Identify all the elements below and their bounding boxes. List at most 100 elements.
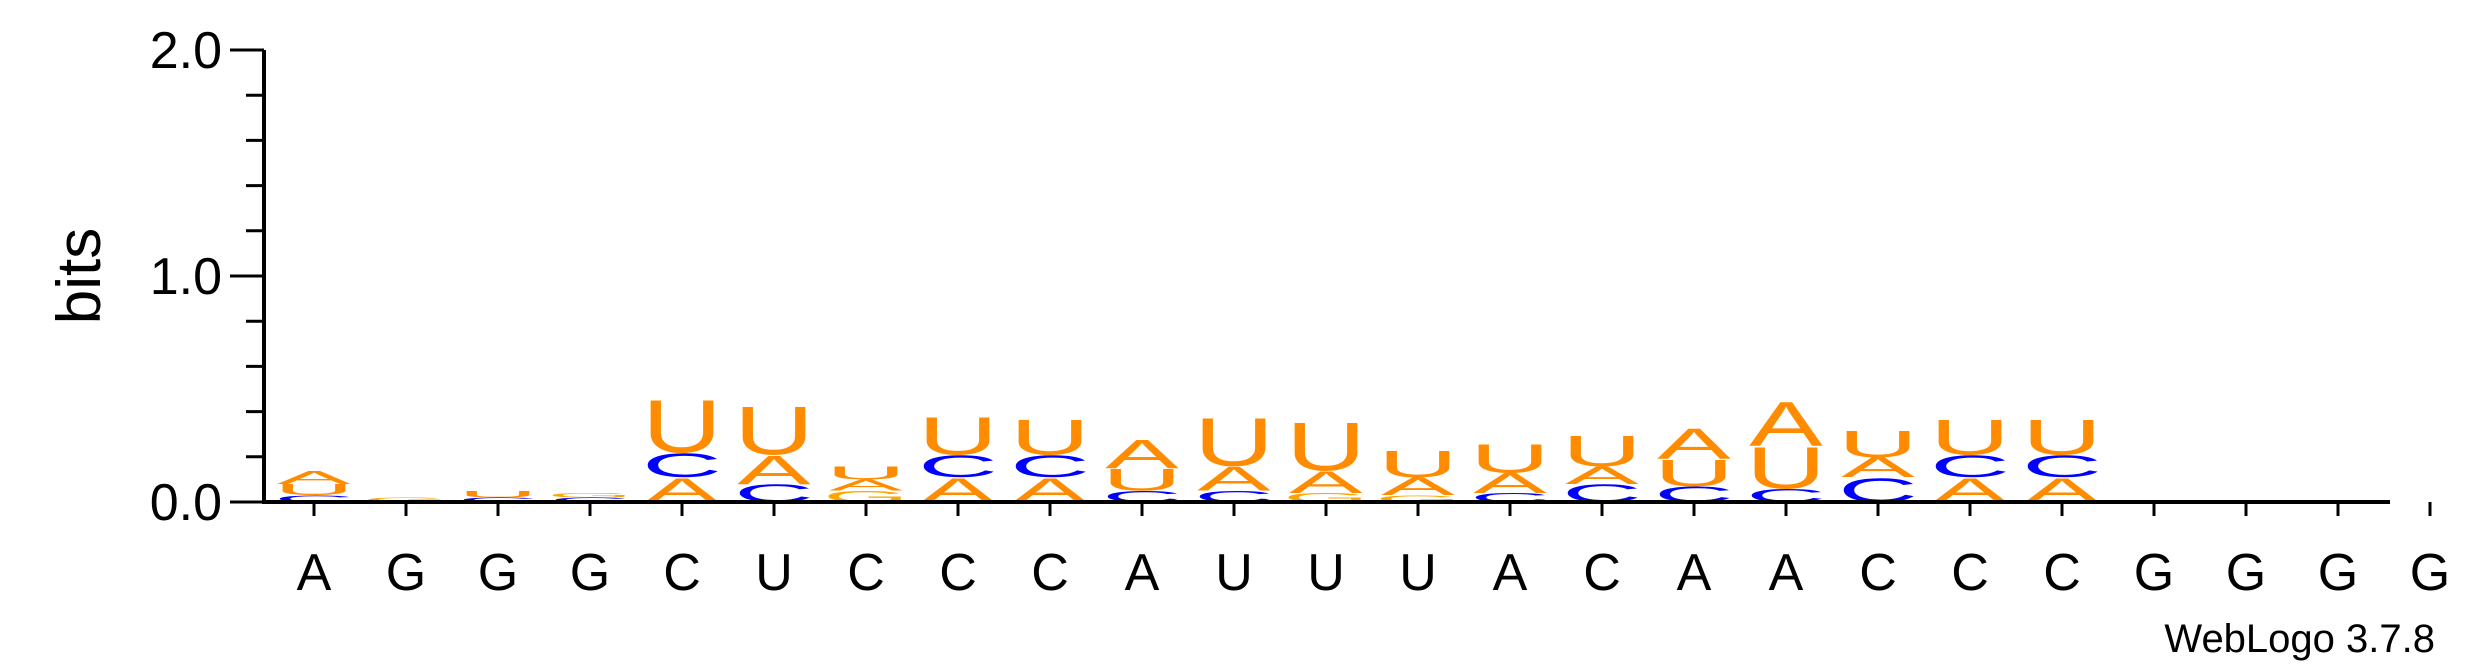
credit-label: WebLogo 3.7.8 bbox=[2164, 617, 2435, 661]
glyph-U-pos-16: U bbox=[1654, 452, 1734, 494]
glyph-C-pos-5: C bbox=[642, 446, 722, 484]
x-tick-label: A bbox=[1493, 544, 1528, 602]
x-tick-label: C bbox=[1951, 544, 1989, 602]
svg-text:C: C bbox=[274, 493, 354, 504]
x-tick-label: U bbox=[1399, 544, 1437, 602]
x-tick-label: A bbox=[1125, 544, 1160, 602]
svg-text:U: U bbox=[1470, 436, 1550, 482]
glyph-A-pos-7: A bbox=[829, 477, 903, 495]
x-tick-label: U bbox=[755, 544, 793, 602]
svg-text:C: C bbox=[550, 496, 630, 503]
svg-text:G: G bbox=[1375, 493, 1461, 504]
x-tick-label: G bbox=[386, 544, 426, 602]
glyph-U-pos-20: U bbox=[2022, 409, 2102, 465]
x-tick-label: G bbox=[570, 544, 610, 602]
glyph-C-pos-3: C bbox=[458, 496, 538, 503]
svg-text:U: U bbox=[1838, 423, 1918, 465]
x-tick-label: C bbox=[2043, 544, 2081, 602]
svg-text:U: U bbox=[274, 481, 354, 499]
y-tick-label: 1.0 bbox=[150, 248, 222, 306]
x-tick-label: C bbox=[1031, 544, 1069, 602]
glyph-A-pos-15: A bbox=[1565, 461, 1639, 489]
glyph-A-pos-17: A bbox=[1749, 390, 1823, 460]
glyph-U-pos-18: U bbox=[1838, 423, 1918, 465]
glyph-U-pos-5: U bbox=[642, 385, 722, 469]
glyph-U-pos-6: U bbox=[734, 392, 814, 469]
y-tick-label: 2.0 bbox=[150, 22, 222, 80]
svg-text:U: U bbox=[1746, 435, 1826, 502]
glyph-C-pos-4: C bbox=[550, 496, 630, 503]
svg-text:G: G bbox=[363, 496, 449, 503]
glyph-G-pos-4: G bbox=[547, 492, 633, 499]
x-tick-label: G bbox=[2226, 544, 2266, 602]
x-tick-label: C bbox=[663, 544, 701, 602]
svg-text:G: G bbox=[547, 492, 633, 499]
x-tick-label: C bbox=[1583, 544, 1621, 602]
svg-text:U: U bbox=[826, 462, 906, 483]
svg-text:C: C bbox=[1930, 449, 2010, 484]
x-tick-label: G bbox=[2410, 544, 2450, 602]
svg-text:U: U bbox=[1654, 452, 1734, 494]
glyph-G-pos-13: G bbox=[1375, 493, 1461, 504]
svg-text:U: U bbox=[1102, 463, 1182, 498]
glyph-U-pos-13: U bbox=[1378, 443, 1458, 485]
svg-text:A: A bbox=[1473, 468, 1547, 500]
glyph-C-pos-1: C bbox=[274, 493, 354, 504]
glyph-U-pos-1: U bbox=[274, 481, 354, 499]
x-tick-label: G bbox=[478, 544, 518, 602]
glyph-C-pos-20: C bbox=[2022, 449, 2102, 484]
glyph-G-pos-2: G bbox=[363, 496, 449, 503]
svg-text:A: A bbox=[277, 467, 351, 488]
x-tick-label: A bbox=[1677, 544, 1712, 602]
glyph-U-pos-8: U bbox=[918, 407, 998, 467]
x-tick-label: A bbox=[1769, 544, 1804, 602]
x-tick-label: C bbox=[847, 544, 885, 602]
glyph-C-pos-8: C bbox=[918, 449, 998, 484]
x-tick-label: C bbox=[1859, 544, 1897, 602]
svg-text:U: U bbox=[1194, 404, 1274, 481]
glyph-U-pos-12: U bbox=[1286, 408, 1366, 485]
x-tick-label: C bbox=[939, 544, 977, 602]
svg-text:U: U bbox=[1378, 443, 1458, 485]
glyph-A-pos-6: A bbox=[737, 447, 811, 493]
glyph-A-pos-14: A bbox=[1473, 468, 1547, 500]
glyph-U-pos-19: U bbox=[1930, 409, 2010, 465]
glyph-C-pos-9: C bbox=[1010, 449, 1090, 484]
glyph-U-pos-3: U bbox=[458, 489, 538, 500]
glyph-U-pos-10: U bbox=[1102, 463, 1182, 498]
glyph-U-pos-14: U bbox=[1470, 436, 1550, 482]
svg-text:C: C bbox=[1010, 449, 1090, 484]
y-axis-label: bits bbox=[45, 228, 114, 324]
glyph-A-pos-10: A bbox=[1105, 431, 1179, 477]
svg-text:U: U bbox=[2022, 409, 2102, 465]
svg-text:A: A bbox=[1657, 419, 1731, 468]
svg-text:A: A bbox=[1381, 472, 1455, 500]
svg-text:A: A bbox=[1565, 461, 1639, 489]
svg-text:A: A bbox=[1197, 460, 1271, 498]
glyph-A-pos-16: A bbox=[1657, 419, 1731, 468]
x-tick-label: A bbox=[297, 544, 332, 602]
svg-text:A: A bbox=[1749, 390, 1823, 460]
svg-text:A: A bbox=[737, 447, 811, 493]
glyph-A-pos-1: A bbox=[277, 467, 351, 488]
svg-text:A: A bbox=[1289, 465, 1363, 500]
svg-text:U: U bbox=[458, 489, 538, 500]
svg-text:U: U bbox=[1562, 426, 1642, 475]
svg-text:U: U bbox=[1930, 409, 2010, 465]
x-tick-label: G bbox=[2318, 544, 2358, 602]
x-tick-label: U bbox=[1307, 544, 1345, 602]
svg-text:U: U bbox=[918, 407, 998, 467]
x-tick-label: U bbox=[1215, 544, 1253, 602]
svg-text:U: U bbox=[734, 392, 814, 469]
glyph-A-pos-13: A bbox=[1381, 472, 1455, 500]
glyph-C-pos-19: C bbox=[1930, 449, 2010, 484]
svg-text:U: U bbox=[1010, 409, 1090, 465]
glyph-U-pos-7: U bbox=[826, 462, 906, 483]
svg-text:A: A bbox=[1841, 452, 1915, 484]
y-ticks: 0.0 1.0 2.0 bbox=[150, 22, 264, 532]
svg-text:A: A bbox=[829, 477, 903, 495]
svg-text:C: C bbox=[918, 449, 998, 484]
